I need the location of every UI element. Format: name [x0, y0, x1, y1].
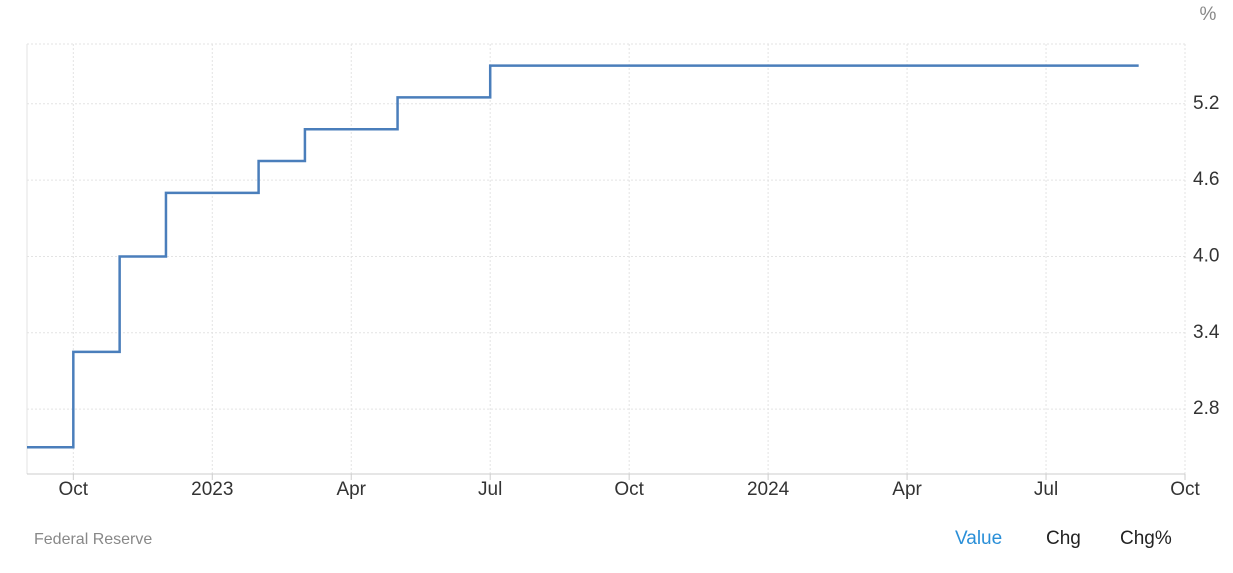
y-tick-label: 5.2: [1193, 93, 1219, 114]
chg-button[interactable]: Chg: [1046, 528, 1081, 549]
value-button[interactable]: Value: [955, 528, 1003, 549]
y-tick-label: 2.8: [1193, 398, 1219, 419]
y-tick-label: 4.6: [1193, 169, 1219, 190]
x-tick-label: Apr: [892, 479, 922, 500]
x-tick-label: Jul: [1034, 479, 1058, 500]
unit-label: %: [1200, 4, 1217, 25]
x-tick-label: Oct: [1170, 479, 1200, 500]
step-line: [27, 64, 1139, 449]
x-tick-label: Oct: [614, 479, 644, 500]
source: Federal Reserve: [34, 531, 153, 548]
x-tick-label: Jul: [478, 479, 502, 500]
y-tick-label: 4.0: [1193, 245, 1219, 266]
x-tick-label: Apr: [336, 479, 366, 500]
x-tick-label: 2024: [747, 479, 790, 500]
chg-pct-button[interactable]: Chg%: [1120, 528, 1172, 549]
x-tick-label: Oct: [59, 479, 89, 500]
x-tick-label: 2023: [191, 479, 233, 500]
y-tick-label: 3.4: [1193, 322, 1220, 343]
chart: % 2.8 3.4 4.0 4.6 5.2 Oct 2023 Apr Jul Oct 2024 Apr…: [26, 4, 1220, 500]
